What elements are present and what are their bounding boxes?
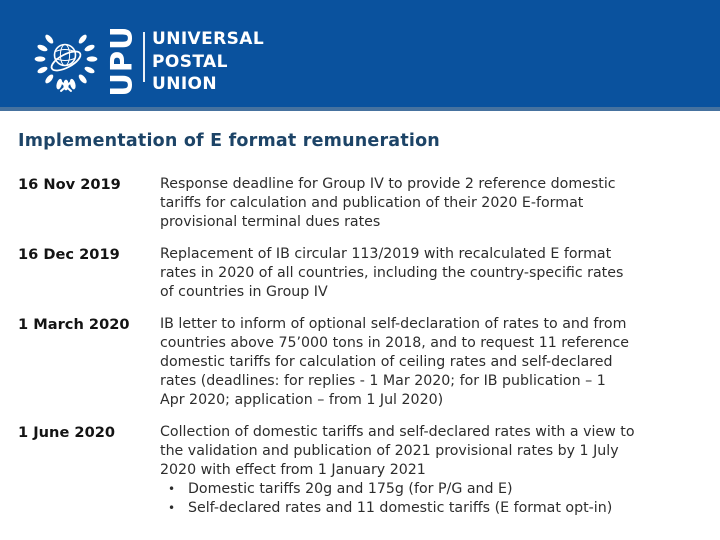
bullet-item: • Self-declared rates and 11 domestic ta… xyxy=(168,499,704,518)
banner-bottom-edge xyxy=(0,107,720,111)
upu-vertical-text: UPU xyxy=(104,25,139,97)
timeline-text: Collection of domestic tariffs and self-… xyxy=(160,424,635,478)
bullet-text: Self-declared rates and 11 domestic tari… xyxy=(188,500,613,516)
wordmark-line-postal: POSTAL xyxy=(152,51,228,72)
bullet-item: • Domestic tariffs 20g and 175g (for P/G… xyxy=(168,480,704,499)
timeline-description: Replacement of IB circular 113/2019 with… xyxy=(160,245,704,302)
wordmark-line-universal: UNIVERSAL xyxy=(152,29,265,49)
bullet-glyph-icon: • xyxy=(168,482,176,496)
upu-vertical-wordmark: UPU xyxy=(103,25,140,97)
timeline-date: 1 March 2020 xyxy=(18,316,130,333)
bullet-text: Domestic tariffs 20g and 175g (for P/G a… xyxy=(188,481,513,497)
timeline-description: Collection of domestic tariffs and self-… xyxy=(160,423,704,518)
page-title: Implementation of E format remuneration xyxy=(18,131,440,151)
timeline-table: 16 Nov 2019 Response deadline for Group … xyxy=(18,175,704,518)
wordmark-line-union: UNION xyxy=(152,74,218,94)
timeline-row: 16 Nov 2019 Response deadline for Group … xyxy=(18,175,704,232)
timeline-text: Response deadline for Group IV to provid… xyxy=(160,176,616,230)
timeline-date: 16 Nov 2019 xyxy=(18,176,121,193)
upu-wreath-emblem-icon xyxy=(34,33,98,92)
timeline-text: Replacement of IB circular 113/2019 with… xyxy=(160,246,624,300)
timeline-description: IB letter to inform of optional self-dec… xyxy=(160,315,704,410)
banner: UPU UNIVERSAL POSTAL UNION xyxy=(0,0,720,107)
timeline-row: 1 June 2020 Collection of domestic tarif… xyxy=(18,423,704,518)
bullet-glyph-icon: • xyxy=(168,501,176,515)
timeline-date: 16 Dec 2019 xyxy=(18,246,120,263)
slide-content: Implementation of E format remuneration … xyxy=(0,130,720,518)
timeline-row: 16 Dec 2019 Replacement of IB circular 1… xyxy=(18,245,704,302)
upu-wordmark: UNIVERSAL POSTAL UNION xyxy=(152,28,264,96)
logo-divider xyxy=(143,32,145,82)
timeline-row: 1 March 2020 IB letter to inform of opti… xyxy=(18,315,704,410)
timeline-description: Response deadline for Group IV to provid… xyxy=(160,175,704,232)
timeline-date: 1 June 2020 xyxy=(18,424,116,441)
timeline-text: IB letter to inform of optional self-dec… xyxy=(160,316,630,408)
bullet-list: • Domestic tariffs 20g and 175g (for P/G… xyxy=(160,480,704,518)
